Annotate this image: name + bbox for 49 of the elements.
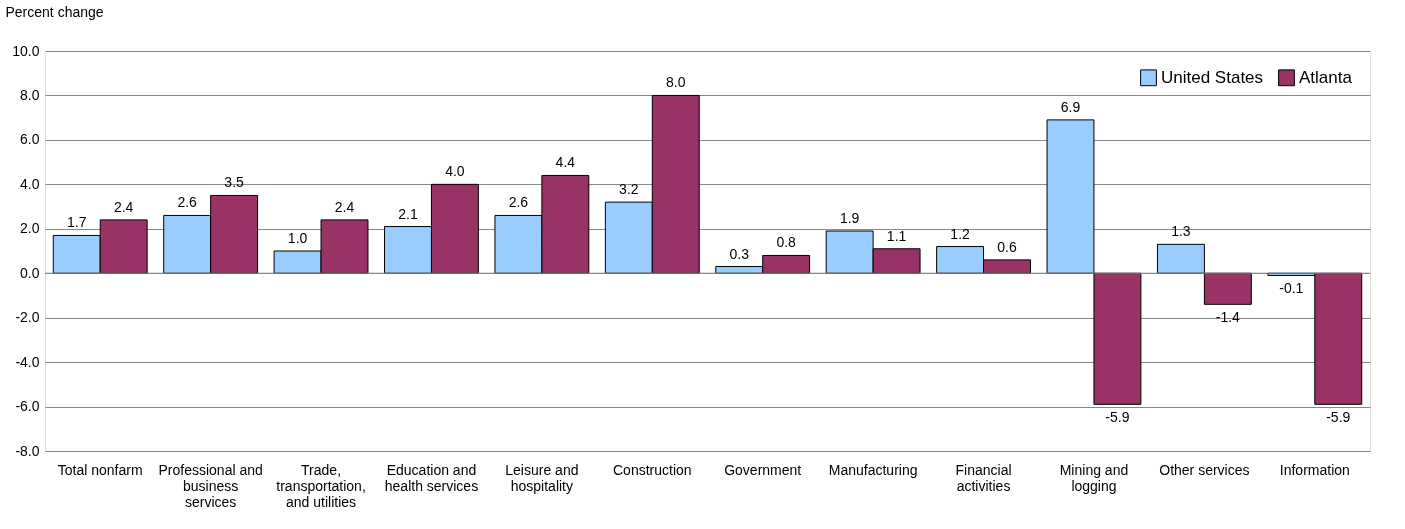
data-label: -5.9 — [1105, 409, 1130, 426]
data-label: 8.0 — [666, 74, 686, 91]
data-label: 3.2 — [619, 181, 639, 198]
data-label: 6.9 — [1060, 98, 1081, 115]
data-label: 1.3 — [1171, 223, 1191, 240]
y-tick-label: -2.0 — [15, 309, 40, 326]
data-label: 4.0 — [445, 163, 465, 180]
x-tick-label: Other services — [1159, 461, 1250, 478]
data-label: 0.6 — [997, 238, 1017, 255]
y-tick-label: -8.0 — [15, 442, 40, 459]
y-tick-label: 2.0 — [20, 220, 40, 237]
y-tick-label: 0.0 — [20, 264, 40, 281]
data-label: 2.4 — [113, 198, 134, 215]
data-label: 1.7 — [67, 214, 87, 231]
data-label: 1.9 — [839, 210, 860, 226]
y-tick-label: -4.0 — [15, 353, 40, 370]
data-label: 2.6 — [177, 194, 198, 211]
x-tick-label: Total nonfarm — [57, 461, 143, 478]
data-label: -0.1 — [1279, 280, 1304, 297]
y-tick-label: 4.0 — [20, 175, 40, 192]
x-tick-label: Trade, transportation, and utilities — [276, 461, 366, 510]
data-label: 0.8 — [776, 234, 797, 251]
x-tick-label: Financial activities — [955, 461, 1012, 494]
y-tick-label: 8.0 — [20, 86, 40, 103]
y-axis-title: Percent change — [5, 3, 104, 20]
x-tick-label: Professional and business services — [158, 461, 263, 510]
x-tick-label: Construction — [612, 461, 692, 478]
y-tick-label: -6.0 — [15, 398, 40, 415]
data-label: -5.9 — [1326, 409, 1351, 426]
data-label: 4.4 — [555, 154, 576, 171]
legend-label: United States — [1161, 67, 1264, 87]
data-label: 1.2 — [950, 225, 971, 242]
legend-label: Atlanta — [1299, 67, 1353, 87]
x-tick-label: Government — [724, 461, 802, 478]
data-label: 1.1 — [886, 227, 907, 244]
y-tick-label: 10.0 — [12, 42, 40, 59]
data-label: 2.4 — [334, 198, 355, 215]
data-label: 2.6 — [508, 194, 529, 211]
x-tick-label: Education and health services — [384, 461, 479, 494]
data-label: -1.4 — [1215, 309, 1241, 326]
data-label: 3.5 — [224, 174, 245, 191]
x-tick-label: Manufacturing — [828, 461, 918, 478]
data-label: 0.3 — [729, 245, 750, 262]
x-tick-label: Leisure and hospitality — [505, 461, 579, 494]
x-tick-label: Information — [1279, 461, 1350, 478]
data-label: 2.1 — [398, 205, 418, 222]
data-label: 1.0 — [287, 230, 308, 246]
y-tick-label: 6.0 — [20, 131, 40, 148]
x-tick-label: Mining and logging — [1059, 461, 1129, 494]
